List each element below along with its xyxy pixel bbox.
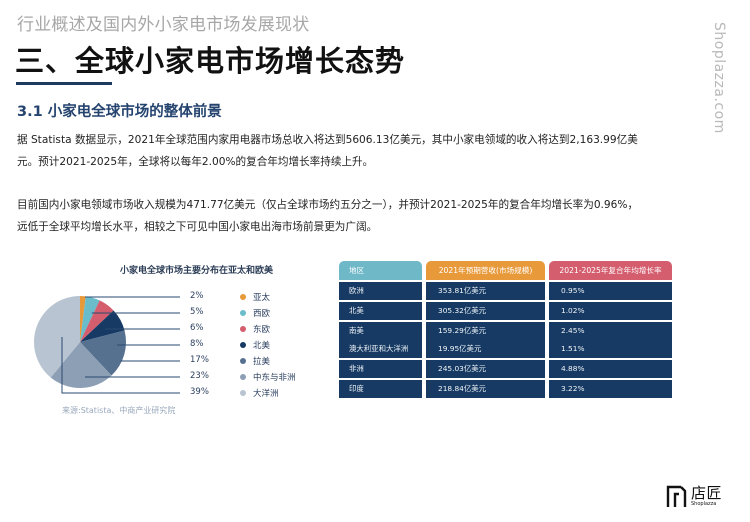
leader-line <box>61 337 180 394</box>
cell-text: 353.81亿美元 <box>438 282 545 300</box>
cell-region: 欧洲 <box>339 282 422 300</box>
table-row: 南美 澳大利亚和大洋洲 159.29亿美元 19.95亿美元 2.45% 1.51% <box>339 322 672 358</box>
legend-item: 拉美 <box>240 355 270 367</box>
legend-label: 北美 <box>253 341 271 351</box>
page-subtitle: 行业概述及国内外小家电市场发展现状 <box>17 15 310 35</box>
section-heading: 3.1 小家电全球市场的整体前景 <box>17 104 222 120</box>
cell-text: 欧洲 <box>349 282 422 300</box>
legend-item: 大洋洲 <box>240 387 279 399</box>
paragraph-line: 据 Statista 数据显示，2021年全球范围内家用电器市场总收入将达到56… <box>17 134 638 146</box>
cell-text: 19.95亿美元 <box>438 340 545 358</box>
table-row: 欧洲 353.81亿美元 0.95% <box>339 282 672 300</box>
pct-label: 6% <box>190 323 204 333</box>
cell-text: 南美 <box>349 322 422 340</box>
pie-slice <box>80 330 126 376</box>
paragraph-line: 远低于全球平均增长水平，相较之下可见中国小家电出海市场前景更为广阔。 <box>17 221 378 233</box>
pie-slice <box>80 300 114 342</box>
market-table: 地区 2021年预期营收(市场规模) 2021-2025年复合年均增长率 欧洲 3… <box>339 261 672 398</box>
cell-region: 非洲 <box>339 360 422 378</box>
cell-text: 非洲 <box>349 360 422 378</box>
pct-label: 17% <box>190 355 209 365</box>
cell-text: 4.88% <box>561 360 672 378</box>
cell-region: 南美 澳大利亚和大洋洲 <box>339 322 422 358</box>
pct-label: 39% <box>190 387 209 397</box>
cell-text: 218.84亿美元 <box>438 380 545 398</box>
legend-swatch-icon <box>240 326 246 332</box>
cell-cagr: 4.88% <box>549 360 672 378</box>
paragraph-1: 据 Statista 数据显示，2021年全球范围内家用电器市场总收入将达到56… <box>17 129 638 173</box>
paragraph-line: 元。预计2021-2025年，全球将以每年2.00%的复合年均增长率持续上升。 <box>17 156 374 168</box>
pie-slice <box>80 296 100 342</box>
cell-revenue: 245.03亿美元 <box>426 360 545 378</box>
legend-swatch-icon <box>240 390 246 396</box>
paragraph-2: 目前国内小家电领域市场收入规模为471.77亿美元（仅占全球市场约五分之一），并… <box>17 194 638 238</box>
cell-revenue: 353.81亿美元 <box>426 282 545 300</box>
table-header: 地区 2021年预期营收(市场规模) 2021-2025年复合年均增长率 <box>339 261 672 280</box>
cell-text: 北美 <box>349 302 422 320</box>
cell-text: 印度 <box>349 380 422 398</box>
legend-swatch-icon <box>240 310 246 316</box>
legend-swatch-icon <box>240 374 246 380</box>
leader-lines <box>61 296 180 394</box>
legend-item: 亚太 <box>240 291 270 303</box>
table-row: 北美 305.32亿美元 1.02% <box>339 302 672 320</box>
cell-cagr: 0.95% <box>549 282 672 300</box>
pct-label: 5% <box>190 307 204 317</box>
legend-label: 东欧 <box>253 325 271 335</box>
legend-item: 西欧 <box>240 307 270 319</box>
cell-text: 245.03亿美元 <box>438 360 545 378</box>
legend-swatch-icon <box>240 294 246 300</box>
cell-revenue: 159.29亿美元 19.95亿美元 <box>426 322 545 358</box>
legend-label: 亚太 <box>253 293 271 303</box>
pie-slice <box>34 295 80 378</box>
pie-slice <box>80 296 86 342</box>
cell-text: 1.51% <box>561 340 672 358</box>
logo-en: Shoplazza <box>691 501 717 507</box>
title-underline <box>16 82 112 85</box>
cell-text: 1.02% <box>561 302 672 320</box>
cell-text: 0.95% <box>561 282 672 300</box>
pie-slices <box>34 295 126 388</box>
cell-text: 澳大利亚和大洋洲 <box>349 340 422 358</box>
legend-swatch-icon <box>240 358 246 364</box>
pct-label: 23% <box>190 371 209 381</box>
legend-item: 北美 <box>240 339 270 351</box>
table-row: 非洲 245.03亿美元 4.88% <box>339 360 672 378</box>
cell-text: 2.45% <box>561 322 672 340</box>
legend-label: 拉美 <box>253 357 271 367</box>
chart-title: 小家电全球市场主要分布在亚太和欧美 <box>120 266 274 276</box>
legend-label: 中东与非洲 <box>253 373 296 383</box>
header-cagr: 2021-2025年复合年均增长率 <box>549 261 672 280</box>
legend-item: 中东与非洲 <box>240 371 296 383</box>
shoplazza-logo-icon <box>666 485 687 507</box>
header-region: 地区 <box>339 261 422 280</box>
cell-text: 159.29亿美元 <box>438 322 545 340</box>
table-row: 印度 218.84亿美元 3.22% <box>339 380 672 398</box>
legend-item: 东欧 <box>240 323 270 335</box>
cell-text: 3.22% <box>561 380 672 398</box>
pct-label: 2% <box>190 291 204 301</box>
brand-logo: 店匠 Shoplazza <box>666 485 722 507</box>
chart-source: 来源:Statista、中商产业研究院 <box>62 406 176 415</box>
cell-cagr: 3.22% <box>549 380 672 398</box>
pie-slice <box>80 310 125 342</box>
header-revenue: 2021年预期营收(市场规模) <box>426 261 545 280</box>
legend-swatch-icon <box>240 342 246 348</box>
cell-revenue: 305.32亿美元 <box>426 302 545 320</box>
pct-label: 8% <box>190 339 204 349</box>
legend-label: 西欧 <box>253 309 271 319</box>
cell-region: 印度 <box>339 380 422 398</box>
cell-cagr: 1.02% <box>549 302 672 320</box>
table-body: 欧洲 353.81亿美元 0.95% 北美 305.32亿美元 1.02% 南美 澳大利亚和大… <box>339 282 672 398</box>
paragraph-line: 目前国内小家电领域市场收入规模为471.77亿美元（仅占全球市场约五分之一），并… <box>17 199 639 211</box>
cell-text: 305.32亿美元 <box>438 302 545 320</box>
legend-label: 大洋洲 <box>253 389 279 399</box>
logo-cn: 店匠 <box>691 484 723 502</box>
page-title: 三、全球小家电市场增长态势 <box>15 44 406 78</box>
cell-revenue: 218.84亿美元 <box>426 380 545 398</box>
cell-region: 北美 <box>339 302 422 320</box>
cell-cagr: 2.45% 1.51% <box>549 322 672 358</box>
